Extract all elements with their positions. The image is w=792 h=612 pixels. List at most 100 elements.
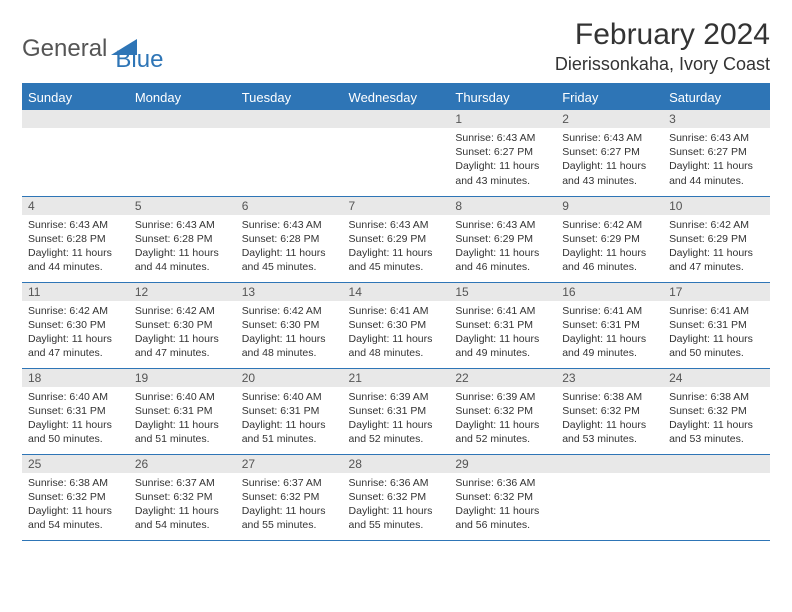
day-details: Sunrise: 6:42 AMSunset: 6:30 PMDaylight:… <box>129 301 236 365</box>
calendar-week-row: 1Sunrise: 6:43 AMSunset: 6:27 PMDaylight… <box>22 110 770 196</box>
day-number: 13 <box>236 283 343 301</box>
calendar-day-cell: 2Sunrise: 6:43 AMSunset: 6:27 PMDaylight… <box>556 110 663 196</box>
day-number: 15 <box>449 283 556 301</box>
day-detail-line: Sunrise: 6:37 AM <box>135 476 230 490</box>
day-detail-line: Daylight: 11 hours and 52 minutes. <box>455 418 550 446</box>
day-number: 16 <box>556 283 663 301</box>
calendar-day-cell <box>22 110 129 196</box>
day-detail-line: Sunrise: 6:42 AM <box>562 218 657 232</box>
calendar-day-cell: 7Sunrise: 6:43 AMSunset: 6:29 PMDaylight… <box>343 196 450 282</box>
day-detail-line: Sunset: 6:32 PM <box>455 490 550 504</box>
day-detail-line: Sunset: 6:31 PM <box>242 404 337 418</box>
day-detail-line: Daylight: 11 hours and 47 minutes. <box>135 332 230 360</box>
day-detail-line: Daylight: 11 hours and 51 minutes. <box>242 418 337 446</box>
day-details: Sunrise: 6:42 AMSunset: 6:29 PMDaylight:… <box>556 215 663 279</box>
day-detail-line: Sunset: 6:31 PM <box>562 318 657 332</box>
calendar-day-cell: 12Sunrise: 6:42 AMSunset: 6:30 PMDayligh… <box>129 282 236 368</box>
day-number <box>343 110 450 128</box>
day-detail-line: Sunrise: 6:42 AM <box>135 304 230 318</box>
day-details: Sunrise: 6:42 AMSunset: 6:30 PMDaylight:… <box>22 301 129 365</box>
day-detail-line: Daylight: 11 hours and 44 minutes. <box>135 246 230 274</box>
day-details: Sunrise: 6:43 AMSunset: 6:28 PMDaylight:… <box>22 215 129 279</box>
day-detail-line: Daylight: 11 hours and 50 minutes. <box>28 418 123 446</box>
day-detail-line: Sunrise: 6:36 AM <box>455 476 550 490</box>
day-number: 1 <box>449 110 556 128</box>
title-block: February 2024 Dierissonkaha, Ivory Coast <box>555 18 770 75</box>
day-details: Sunrise: 6:42 AMSunset: 6:30 PMDaylight:… <box>236 301 343 365</box>
day-detail-line: Sunset: 6:30 PM <box>28 318 123 332</box>
day-detail-line: Daylight: 11 hours and 49 minutes. <box>455 332 550 360</box>
day-detail-line: Daylight: 11 hours and 44 minutes. <box>669 159 764 187</box>
day-number: 25 <box>22 455 129 473</box>
calendar-day-cell: 25Sunrise: 6:38 AMSunset: 6:32 PMDayligh… <box>22 454 129 540</box>
day-detail-line: Sunrise: 6:38 AM <box>28 476 123 490</box>
day-details: Sunrise: 6:41 AMSunset: 6:31 PMDaylight:… <box>663 301 770 365</box>
day-detail-line: Daylight: 11 hours and 47 minutes. <box>28 332 123 360</box>
day-detail-line: Sunrise: 6:42 AM <box>242 304 337 318</box>
day-number <box>556 455 663 473</box>
day-detail-line: Sunset: 6:28 PM <box>28 232 123 246</box>
day-details: Sunrise: 6:43 AMSunset: 6:27 PMDaylight:… <box>449 128 556 192</box>
day-detail-line: Sunrise: 6:40 AM <box>242 390 337 404</box>
day-details: Sunrise: 6:40 AMSunset: 6:31 PMDaylight:… <box>236 387 343 451</box>
day-number: 24 <box>663 369 770 387</box>
calendar-day-cell: 1Sunrise: 6:43 AMSunset: 6:27 PMDaylight… <box>449 110 556 196</box>
day-detail-line: Sunrise: 6:43 AM <box>669 131 764 145</box>
calendar-day-cell: 3Sunrise: 6:43 AMSunset: 6:27 PMDaylight… <box>663 110 770 196</box>
day-detail-line: Daylight: 11 hours and 55 minutes. <box>349 504 444 532</box>
calendar-body: 1Sunrise: 6:43 AMSunset: 6:27 PMDaylight… <box>22 110 770 540</box>
day-detail-line: Sunset: 6:32 PM <box>242 490 337 504</box>
weekday-header: Thursday <box>449 84 556 110</box>
header: General Blue February 2024 Dierissonkaha… <box>22 18 770 75</box>
calendar-day-cell <box>663 454 770 540</box>
day-number: 8 <box>449 197 556 215</box>
day-detail-line: Sunset: 6:31 PM <box>135 404 230 418</box>
day-detail-line: Daylight: 11 hours and 48 minutes. <box>349 332 444 360</box>
day-details: Sunrise: 6:43 AMSunset: 6:28 PMDaylight:… <box>129 215 236 279</box>
day-details: Sunrise: 6:43 AMSunset: 6:27 PMDaylight:… <box>663 128 770 192</box>
day-detail-line: Daylight: 11 hours and 45 minutes. <box>242 246 337 274</box>
day-detail-line: Sunrise: 6:43 AM <box>455 218 550 232</box>
day-number: 17 <box>663 283 770 301</box>
day-detail-line: Sunset: 6:32 PM <box>349 490 444 504</box>
calendar-day-cell: 17Sunrise: 6:41 AMSunset: 6:31 PMDayligh… <box>663 282 770 368</box>
calendar-day-cell: 6Sunrise: 6:43 AMSunset: 6:28 PMDaylight… <box>236 196 343 282</box>
calendar-day-cell <box>129 110 236 196</box>
day-detail-line: Sunset: 6:30 PM <box>242 318 337 332</box>
day-details: Sunrise: 6:43 AMSunset: 6:27 PMDaylight:… <box>556 128 663 192</box>
day-number: 9 <box>556 197 663 215</box>
day-detail-line: Daylight: 11 hours and 46 minutes. <box>455 246 550 274</box>
day-number: 18 <box>22 369 129 387</box>
day-details: Sunrise: 6:39 AMSunset: 6:31 PMDaylight:… <box>343 387 450 451</box>
day-detail-line: Sunset: 6:32 PM <box>135 490 230 504</box>
calendar-day-cell <box>343 110 450 196</box>
day-number: 12 <box>129 283 236 301</box>
day-number: 6 <box>236 197 343 215</box>
calendar-day-cell: 15Sunrise: 6:41 AMSunset: 6:31 PMDayligh… <box>449 282 556 368</box>
day-detail-line: Sunset: 6:30 PM <box>349 318 444 332</box>
day-detail-line: Sunrise: 6:43 AM <box>242 218 337 232</box>
calendar-day-cell: 24Sunrise: 6:38 AMSunset: 6:32 PMDayligh… <box>663 368 770 454</box>
day-details: Sunrise: 6:40 AMSunset: 6:31 PMDaylight:… <box>129 387 236 451</box>
day-details: Sunrise: 6:38 AMSunset: 6:32 PMDaylight:… <box>556 387 663 451</box>
day-details: Sunrise: 6:40 AMSunset: 6:31 PMDaylight:… <box>22 387 129 451</box>
logo: General Blue <box>22 24 163 74</box>
calendar-day-cell: 28Sunrise: 6:36 AMSunset: 6:32 PMDayligh… <box>343 454 450 540</box>
day-detail-line: Daylight: 11 hours and 48 minutes. <box>242 332 337 360</box>
day-number <box>22 110 129 128</box>
day-details: Sunrise: 6:38 AMSunset: 6:32 PMDaylight:… <box>663 387 770 451</box>
day-detail-line: Sunrise: 6:42 AM <box>28 304 123 318</box>
day-number: 28 <box>343 455 450 473</box>
day-number: 7 <box>343 197 450 215</box>
day-detail-line: Sunrise: 6:41 AM <box>669 304 764 318</box>
calendar-day-cell <box>236 110 343 196</box>
day-details <box>236 128 343 135</box>
day-details <box>343 128 450 135</box>
day-detail-line: Sunset: 6:31 PM <box>455 318 550 332</box>
day-number: 4 <box>22 197 129 215</box>
day-details: Sunrise: 6:37 AMSunset: 6:32 PMDaylight:… <box>236 473 343 537</box>
calendar-day-cell: 29Sunrise: 6:36 AMSunset: 6:32 PMDayligh… <box>449 454 556 540</box>
weekday-header: Wednesday <box>343 84 450 110</box>
weekday-header: Friday <box>556 84 663 110</box>
calendar-day-cell: 14Sunrise: 6:41 AMSunset: 6:30 PMDayligh… <box>343 282 450 368</box>
